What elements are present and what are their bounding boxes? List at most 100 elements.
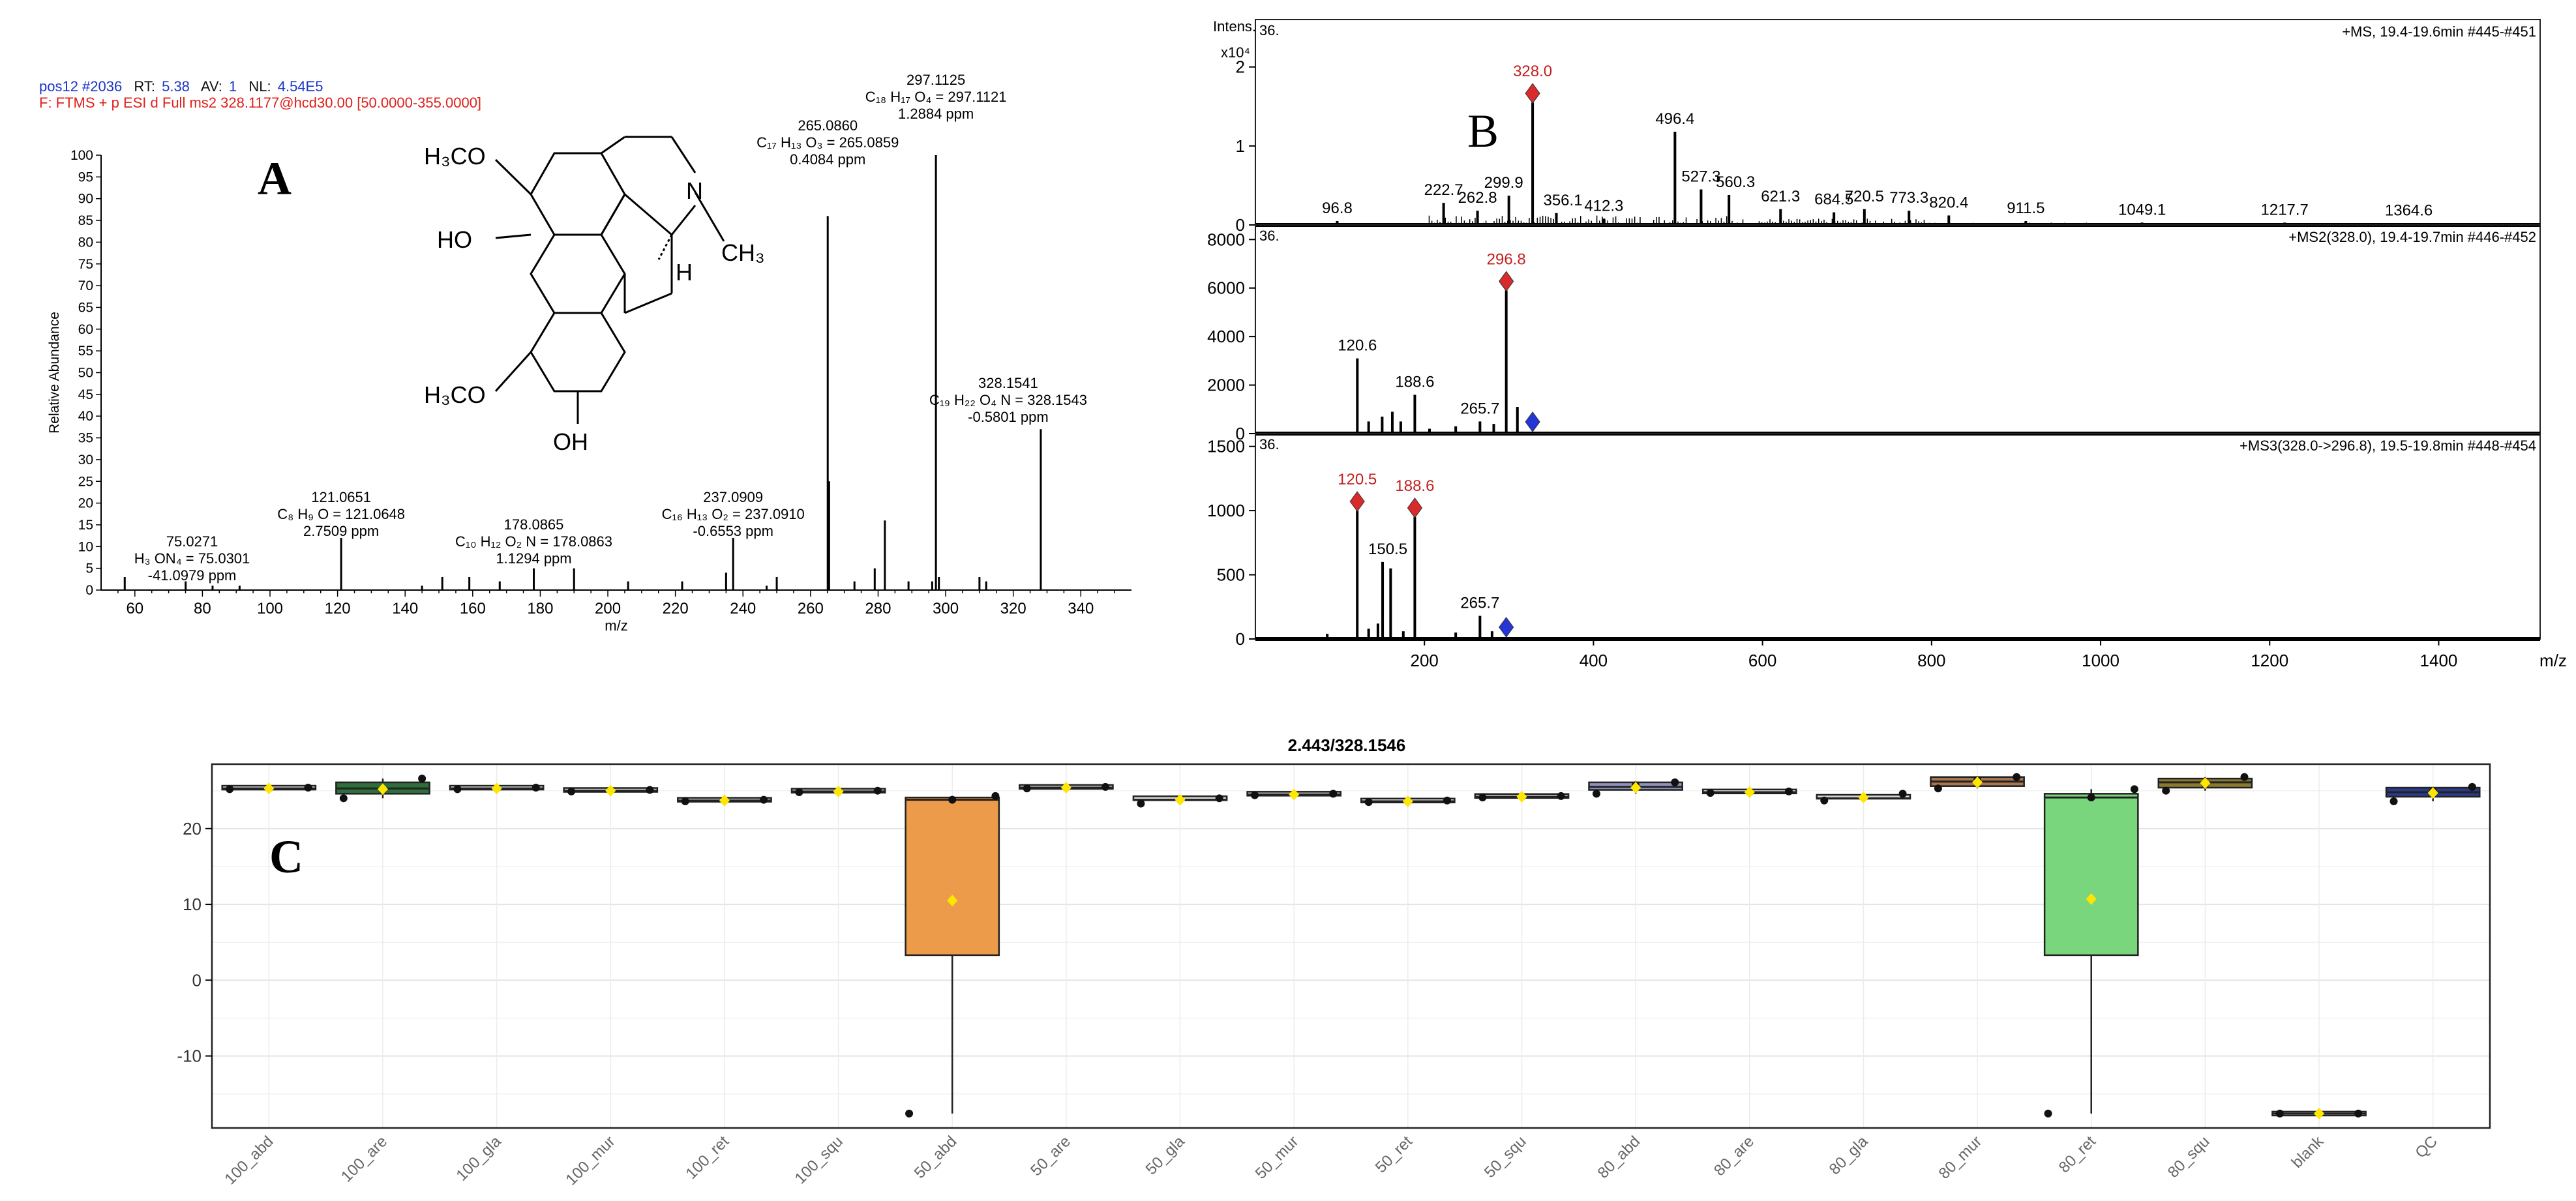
data-point	[2354, 1109, 2363, 1118]
peak-label: 1049.1	[2118, 201, 2166, 218]
y-tick-label: 95	[78, 170, 93, 185]
data-point	[1215, 794, 1223, 803]
peak-ppm-label: -0.6553 ppm	[693, 523, 773, 539]
peak-mz-label: 178.0865	[504, 516, 564, 533]
y-tick-label: 10	[78, 539, 93, 554]
x-tick-label: 200	[1411, 651, 1439, 670]
label-h3co-top: H₃CO	[424, 143, 486, 170]
peak-label: 1364.6	[2385, 202, 2433, 220]
peak-ppm-label: 0.4084 ppm	[790, 151, 865, 168]
peak-label: 911.5	[2007, 200, 2044, 217]
bond	[601, 136, 625, 155]
peak-label: 265.7	[1460, 595, 1499, 612]
av-value: 1	[229, 78, 237, 95]
x-tick-label: 260	[798, 600, 824, 617]
peak-ppm-label: 2.7509 ppm	[303, 523, 379, 539]
x-tick-label: 140	[392, 600, 418, 617]
data-point	[681, 797, 689, 805]
peak-label: 527.3	[1681, 168, 1720, 185]
box-body	[905, 796, 1000, 956]
spectrum-a: 0510152025303540455055606570758085909510…	[47, 72, 1131, 634]
header-a-line2: F: FTMS + p ESI d Full ms2 328.1177@hcd3…	[39, 95, 481, 111]
peak-formula-label: C₁₉ H₂₂ O₄ N = 328.1543	[929, 392, 1087, 408]
scan-title: +MS3(328.0->296.8), 19.5-19.8min #448-#4…	[2239, 437, 2536, 454]
y-tick-label: 500	[1217, 565, 1245, 585]
y-tick-label: 0	[85, 583, 93, 598]
corner-label: 36.	[1259, 228, 1280, 244]
bond	[494, 351, 532, 393]
peak-formula-label: H₃ ON₄ = 75.0301	[134, 550, 250, 567]
red-precursor-marker	[1499, 271, 1514, 292]
stereo-bond	[657, 234, 673, 260]
y-tick-label: 60	[78, 322, 93, 337]
x-tick-label: 800	[1917, 651, 1945, 670]
data-point	[2130, 785, 2138, 793]
peak-label: 120.6	[1338, 337, 1377, 355]
y-tick-label: 0	[1236, 424, 1245, 443]
y-tick-label: 55	[78, 344, 93, 359]
mean-marker	[1630, 782, 1641, 794]
y-tick-label: 75	[78, 257, 93, 272]
data-point	[646, 786, 654, 794]
data-point	[1898, 790, 1907, 798]
bond	[600, 194, 626, 235]
mean-marker	[1402, 795, 1413, 807]
peak-label: 720.5	[1845, 188, 1884, 205]
x-tick-label: 1000	[2082, 651, 2119, 670]
spectrum-ms3: 36. +MS3(328.0->296.8), 19.5-19.8min #448…	[1207, 433, 2567, 670]
mean-marker	[1744, 786, 1755, 799]
y-tick-label: 4000	[1207, 327, 1245, 346]
x-tick-label: 300	[933, 600, 959, 617]
peak-formula-label: C₁₆ H₁₃ O₂ = 237.0910	[662, 506, 805, 522]
panel-label-c: C	[269, 831, 303, 883]
data-point	[1784, 787, 1793, 795]
peak-label: 150.5	[1368, 541, 1407, 558]
y-tick-label: 35	[78, 431, 93, 446]
red-marker-label: 296.8	[1487, 250, 1526, 268]
x-tick-label: 180	[527, 600, 553, 617]
data-point	[1820, 796, 1829, 805]
data-point	[2013, 773, 2021, 781]
blue-precursor-marker	[1499, 617, 1514, 638]
y-tick-label: 50	[78, 366, 93, 381]
data-point	[418, 775, 427, 783]
data-point	[2162, 786, 2170, 795]
nl-label: NL:	[248, 78, 271, 95]
y-tick-label: 1	[1236, 136, 1245, 156]
mean-marker	[2427, 787, 2438, 799]
scan-id: pos12 #2036	[39, 78, 122, 95]
peak-formula-label: C₁₈ H₁₇ O₄ = 297.1121	[865, 89, 1007, 105]
panel-b: B Intens. x10⁴ 36. +MS, 19.4-19.6min #445…	[1207, 18, 2567, 670]
peak-mz-label: 328.1541	[978, 375, 1038, 391]
y-tick-label: 2	[1236, 57, 1245, 77]
data-point	[304, 784, 312, 792]
mean-marker	[1060, 782, 1071, 794]
peak-mz-label: 75.0271	[166, 533, 218, 550]
peak-label: 621.3	[1761, 188, 1800, 205]
data-point	[2468, 782, 2476, 791]
peak-label: 412.3	[1584, 197, 1623, 215]
x-tick-label: 280	[865, 600, 891, 617]
mean-marker	[491, 782, 502, 795]
data-point	[2275, 1109, 2284, 1118]
peak-mz-label: 265.0860	[798, 117, 858, 134]
data-point	[905, 1109, 914, 1118]
x-tick-label: 100	[257, 600, 283, 617]
peak-label: 299.9	[1484, 174, 1523, 192]
blue-precursor-marker	[1525, 411, 1540, 432]
data-point	[1671, 778, 1679, 786]
mean-marker	[1516, 790, 1527, 803]
bond	[495, 233, 532, 239]
label-h: H	[676, 259, 693, 286]
boxplot-title: 2.443/328.1546	[1288, 735, 1406, 755]
peak-label: 820.4	[1929, 194, 1968, 211]
peak-formula-label: C₁₇ H₁₃ O₃ = 265.0859	[756, 134, 899, 151]
plot-frame	[211, 763, 2491, 1129]
data-point	[760, 795, 768, 804]
y-tick-label: 85	[78, 213, 93, 228]
y-tick-label: 0	[1236, 629, 1245, 649]
chemical-structure	[494, 136, 725, 424]
x-axis-title: m/z	[2539, 651, 2567, 670]
panel-a: pos12 #2036 RT: 5.38 AV: 1 NL: 4.54E5 F:…	[39, 72, 1131, 634]
